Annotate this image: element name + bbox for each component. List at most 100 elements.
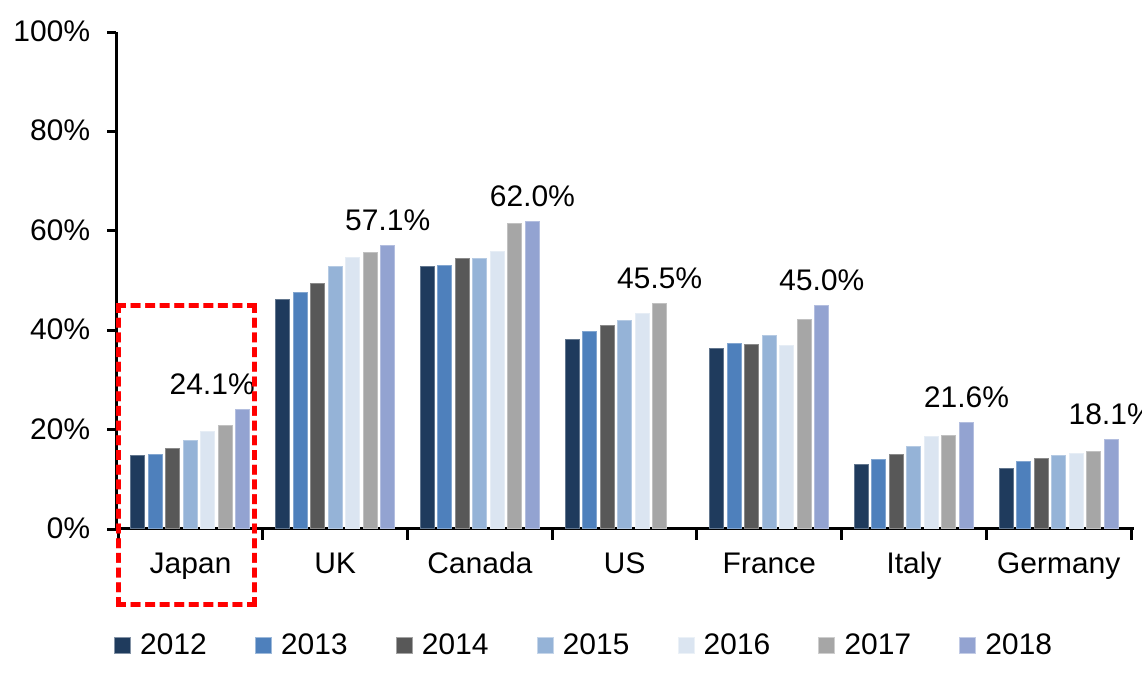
- legend-item-2012: 2012: [114, 629, 207, 661]
- bar-japan-2017: [217, 425, 233, 529]
- bar-france-2014: [744, 343, 760, 529]
- bar-france-2017: [796, 319, 812, 529]
- y-axis-tick: [107, 428, 116, 432]
- bar-uk-2018: [380, 245, 396, 529]
- legend-item-2017: 2017: [818, 629, 911, 661]
- bar-germany-2013: [1016, 460, 1032, 529]
- bar-germany-2016: [1068, 453, 1084, 529]
- bar-canada-2017: [507, 223, 523, 529]
- legend-label-2017: 2017: [844, 628, 912, 661]
- bar-france-2016: [779, 344, 795, 529]
- bar-us-2017: [652, 302, 667, 529]
- bar-japan-2013: [147, 454, 163, 529]
- x-axis-tick: [984, 530, 988, 540]
- bar-germany-2017: [1086, 450, 1102, 529]
- bar-canada-2012: [419, 266, 435, 529]
- bar-germany-2014: [1033, 457, 1049, 529]
- bar-japan-2018: [235, 409, 251, 529]
- bar-us-2013: [582, 330, 597, 529]
- legend-item-2018: 2018: [959, 629, 1052, 661]
- legend-label-2013: 2013: [280, 628, 348, 661]
- data-label-germany: 18.1%: [1068, 398, 1142, 431]
- legend-swatch-2018: [959, 636, 977, 654]
- bar-france-2018: [814, 305, 830, 529]
- legend-item-2016: 2016: [677, 628, 771, 661]
- y-tick-label: 40%: [29, 313, 90, 347]
- x-axis-label-us: US: [603, 547, 646, 580]
- x-axis-tick: [1129, 530, 1133, 540]
- bar-italy-2015: [906, 446, 922, 529]
- x-axis-tick: [550, 530, 554, 540]
- bar-germany-2018: [1103, 439, 1119, 529]
- bar-italy-2014: [888, 454, 904, 529]
- x-axis-tick: [261, 530, 265, 540]
- bar-us-2016: [634, 313, 650, 529]
- bar-germany-2015: [1051, 455, 1067, 529]
- bar-italy-2018: [958, 421, 974, 529]
- data-label-us: 45.5%: [616, 261, 703, 295]
- legend-swatch-2015: [536, 636, 554, 654]
- bar-france-2013: [726, 343, 742, 529]
- bar-italy-2016: [923, 435, 939, 529]
- legend-swatch-2017: [818, 636, 836, 654]
- x-axis-tick: [405, 530, 409, 540]
- legend-label-2015: 2015: [562, 628, 630, 661]
- bar-italy-2012: [853, 463, 869, 529]
- bar-italy-2013: [871, 458, 887, 529]
- data-label-italy: 21.6%: [923, 380, 1009, 414]
- data-label-uk: 57.1%: [345, 204, 431, 238]
- legend-label-2016: 2016: [703, 628, 771, 661]
- bar-japan-2014: [165, 447, 181, 529]
- y-axis-line: [115, 32, 118, 530]
- bar-japan-2012: [130, 455, 146, 529]
- chart-legend: 2012 2013 2014 2015 2016 2017 2018: [114, 629, 1052, 661]
- y-tick-label: 80%: [29, 114, 90, 148]
- y-axis-tick: [107, 129, 116, 133]
- x-axis-label-japan: Japan: [149, 547, 232, 580]
- bar-uk-2014: [310, 282, 326, 529]
- legend-item-2014: 2014: [395, 628, 489, 661]
- bar-france-2015: [761, 335, 777, 529]
- y-axis-tick: [107, 30, 116, 34]
- data-label-france: 45.0%: [779, 264, 865, 298]
- x-axis-tick: [840, 530, 844, 540]
- legend-label-2014: 2014: [421, 628, 489, 661]
- x-axis-tick: [695, 530, 699, 540]
- legend-item-2013: 2013: [254, 628, 348, 661]
- bar-japan-2015: [182, 439, 198, 529]
- data-label-canada: 62.0%: [489, 179, 575, 213]
- legend-swatch-2013: [254, 636, 272, 654]
- y-axis-tick: [107, 328, 116, 332]
- legend-swatch-2016: [677, 636, 695, 654]
- y-tick-label: 20%: [29, 412, 90, 446]
- data-label-japan: 24.1%: [169, 368, 255, 402]
- x-axis-label-italy: Italy: [886, 547, 942, 580]
- legend-item-2015: 2015: [536, 628, 630, 661]
- bar-canada-2014: [454, 257, 470, 529]
- highlight-box-japan: [116, 302, 257, 607]
- bar-uk-2016: [345, 257, 361, 529]
- bar-us-2015: [617, 320, 632, 529]
- y-tick-label: 0%: [46, 512, 90, 545]
- legend-label-2012: 2012: [140, 628, 207, 661]
- y-axis-tick: [107, 527, 116, 531]
- y-tick-label: 60%: [29, 213, 90, 247]
- bar-canada-2016: [489, 250, 505, 529]
- legend-swatch-2012: [114, 636, 131, 654]
- bar-uk-2012: [275, 298, 291, 529]
- y-tick-label: 100%: [13, 15, 90, 48]
- bar-canada-2013: [437, 264, 453, 529]
- legend-swatch-2014: [395, 636, 413, 654]
- bar-canada-2015: [472, 258, 488, 529]
- x-axis-label-france: France: [722, 547, 816, 580]
- bar-uk-2015: [327, 265, 343, 529]
- bar-canada-2018: [524, 220, 540, 529]
- bar-france-2012: [709, 348, 725, 529]
- x-axis-label-uk: UK: [314, 547, 356, 580]
- bar-us-2012: [564, 339, 580, 529]
- bar-japan-2016: [200, 430, 216, 529]
- x-axis-label-canada: Canada: [427, 547, 533, 580]
- bar-us-2014: [599, 325, 615, 529]
- bar-italy-2017: [941, 434, 957, 529]
